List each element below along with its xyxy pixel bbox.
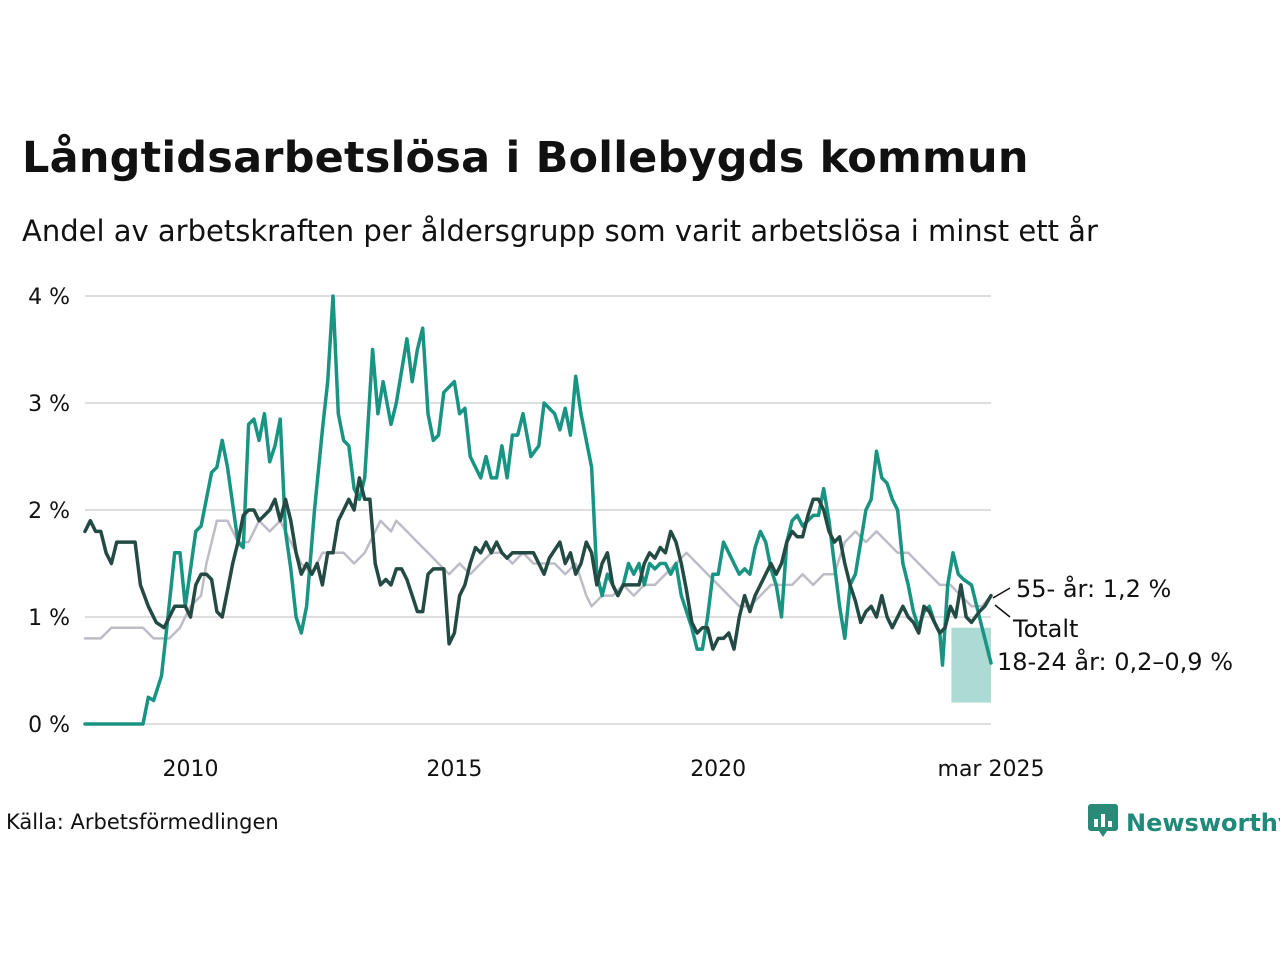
brand-logo[interactable]: Newsworthy	[1088, 804, 1280, 842]
y-tick-label: 4 %	[28, 285, 70, 310]
y-tick-label: 2 %	[28, 499, 70, 524]
chart-title: Långtidsarbetslösa i Bollebygds kommun	[22, 133, 1029, 183]
x-tick-label: 2015	[426, 757, 482, 782]
label-leader-line	[992, 587, 1011, 599]
y-tick-label: 1 %	[28, 606, 70, 631]
x-tick-label: mar 2025	[938, 757, 1045, 782]
source-note: Källa: Arbetsförmedlingen	[6, 810, 279, 834]
bar-chart-logo-icon	[1088, 804, 1118, 842]
y-axis-labels: 0 % 1 % 2 % 3 % 4 %	[28, 285, 70, 738]
series-lines	[83, 294, 993, 726]
y-tick-label: 0 %	[28, 713, 70, 738]
label-leader-line	[994, 604, 1011, 618]
series-end-label: 18-24 år: 0,2–0,9 %	[997, 647, 1233, 676]
series-line-0	[83, 519, 993, 640]
chart-subtitle: Andel av arbetskraften per åldersgrupp s…	[22, 214, 1098, 248]
brand-name: Newsworthy	[1126, 809, 1280, 837]
series-line-2	[83, 476, 993, 651]
series-end-labels: 55- år: 1,2 % 18-24 år: 0,2–0,9 % Totalt	[992, 574, 1233, 676]
x-tick-label: 2010	[163, 757, 219, 782]
x-axis-labels: 2010 2015 2020 mar 2025	[163, 757, 1045, 782]
x-tick-label: 2020	[690, 757, 746, 782]
series-end-label: Totalt	[1012, 615, 1078, 643]
grid-lines	[85, 295, 991, 725]
y-tick-label: 3 %	[28, 392, 70, 417]
series-end-label: 55- år: 1,2 %	[1016, 574, 1171, 603]
